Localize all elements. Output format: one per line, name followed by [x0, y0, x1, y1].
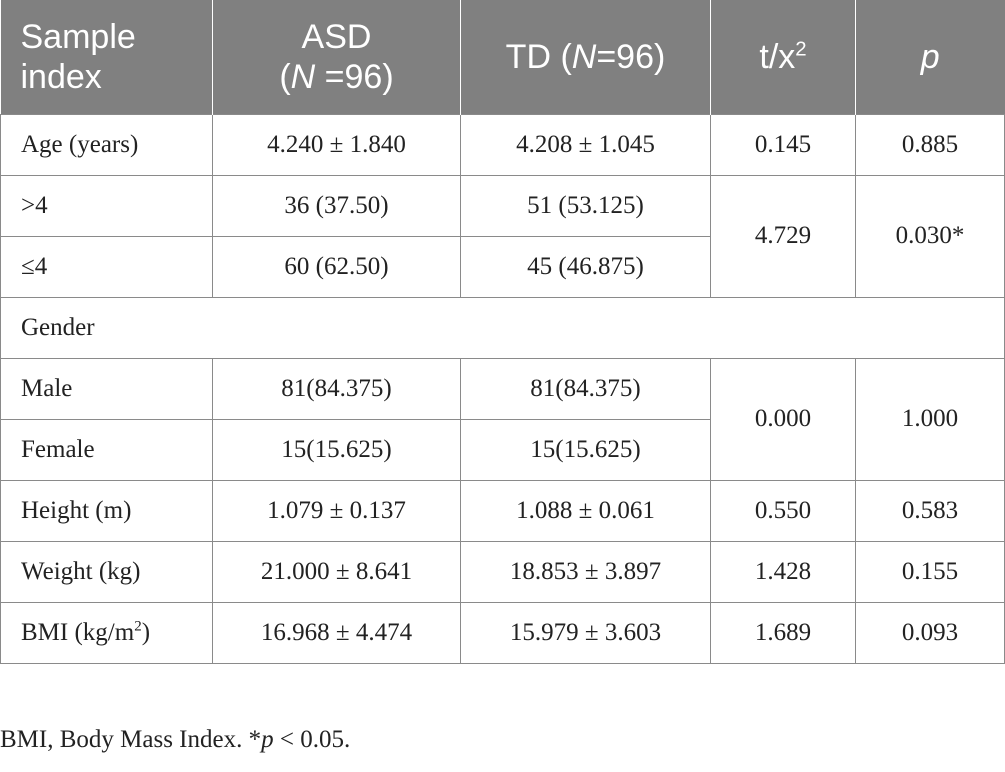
stat-value: 0.145 [710, 113, 856, 176]
table-row: ≤4 60 (62.50) 45 (46.875) [0, 235, 1005, 298]
header-sample-index-line1: Sample [20, 17, 136, 56]
p-value: 0.093 [855, 601, 1005, 664]
asd-value: 15(15.625) [212, 418, 461, 481]
header-td: TD (N=96) [460, 0, 711, 114]
header-asd-label: ASD [301, 17, 372, 56]
demographics-table: Sample index ASD (N =96) TD (N=96) t/x2 … [0, 0, 1005, 664]
footnote-condition: < 0.05. [273, 726, 351, 753]
bmi-label-sup: 2 [134, 618, 142, 635]
asd-value: 81(84.375) [212, 357, 461, 420]
table-row: Height (m) 1.079 ± 0.137 1.088 ± 0.061 0… [0, 479, 1005, 542]
row-label: Height (m) [0, 479, 213, 542]
header-sample-index-line2: index [20, 57, 102, 96]
row-label: BMI (kg/m2) [0, 601, 213, 664]
td-value: 81(84.375) [460, 357, 711, 420]
asd-value: 21.000 ± 8.641 [212, 540, 461, 603]
footnote-text: BMI, Body Mass Index. * [0, 726, 262, 753]
p-value: 0.885 [855, 113, 1005, 176]
table-footnote: BMI, Body Mass Index. *p < 0.05. [0, 726, 350, 754]
p-value: 0.030* [855, 174, 1005, 298]
header-test-statistic: t/x2 [710, 0, 856, 114]
table-row: Weight (kg) 21.000 ± 8.641 18.853 ± 3.89… [0, 540, 1005, 603]
row-label: ≤4 [0, 235, 213, 298]
row-label: Weight (kg) [0, 540, 213, 603]
header-td-prefix: TD ( [505, 37, 572, 76]
row-label: Age (years) [0, 113, 213, 176]
asd-value: 16.968 ± 4.474 [212, 601, 461, 664]
header-td-n-symbol: N [571, 37, 597, 76]
header-p-value: p [855, 0, 1005, 114]
table-header: Sample index ASD (N =96) TD (N=96) t/x2 … [0, 0, 1005, 114]
asd-value: 60 (62.50) [212, 235, 461, 298]
row-label: >4 [0, 174, 213, 237]
td-value: 51 (53.125) [460, 174, 711, 237]
footnote-p-symbol: p [261, 726, 274, 753]
header-test-statistic-base: t/x [759, 37, 796, 76]
td-value: 1.088 ± 0.061 [460, 479, 711, 542]
p-value: 0.583 [855, 479, 1005, 542]
row-label: Male [0, 357, 213, 420]
header-td-n-value: =96) [596, 37, 666, 76]
p-value: 1.000 [855, 357, 1005, 481]
section-label: Gender [0, 296, 1005, 359]
header-asd-n-value: =96) [315, 57, 394, 96]
td-value: 4.208 ± 1.045 [460, 113, 711, 176]
td-value: 45 (46.875) [460, 235, 711, 298]
td-value: 18.853 ± 3.897 [460, 540, 711, 603]
stat-value: 4.729 [710, 174, 856, 298]
stat-value: 1.689 [710, 601, 856, 664]
header-sample-index: Sample index [0, 0, 213, 114]
asd-value: 36 (37.50) [212, 174, 461, 237]
stat-value: 0.000 [710, 357, 856, 481]
table-row: Age (years) 4.240 ± 1.840 4.208 ± 1.045 … [0, 113, 1005, 176]
asd-value: 1.079 ± 0.137 [212, 479, 461, 542]
header-p-symbol: p [920, 37, 940, 76]
asd-value: 4.240 ± 1.840 [212, 113, 461, 176]
header-asd-n-symbol: N [290, 57, 316, 96]
table-body: Age (years) 4.240 ± 1.840 4.208 ± 1.045 … [0, 113, 1005, 664]
header-asd: ASD (N =96) [212, 0, 461, 114]
header-asd-n-open: ( [279, 57, 291, 96]
td-value: 15(15.625) [460, 418, 711, 481]
bmi-label-base: BMI (kg/m [21, 618, 135, 646]
stat-value: 1.428 [710, 540, 856, 603]
table-row: Gender [0, 296, 1005, 359]
header-test-statistic-sup: 2 [795, 38, 807, 61]
table-row: BMI (kg/m2) 16.968 ± 4.474 15.979 ± 3.60… [0, 601, 1005, 664]
td-value: 15.979 ± 3.603 [460, 601, 711, 664]
p-value: 0.155 [855, 540, 1005, 603]
row-label: Female [0, 418, 213, 481]
header-row: Sample index ASD (N =96) TD (N=96) t/x2 … [0, 0, 1005, 114]
table-row: Male 81(84.375) 81(84.375) 0.000 1.000 [0, 357, 1005, 481]
bmi-label-close: ) [141, 618, 151, 646]
table-row: >4 36 (37.50) 51 (53.125) 4.729 0.030* [0, 174, 1005, 298]
stat-value: 0.550 [710, 479, 856, 542]
